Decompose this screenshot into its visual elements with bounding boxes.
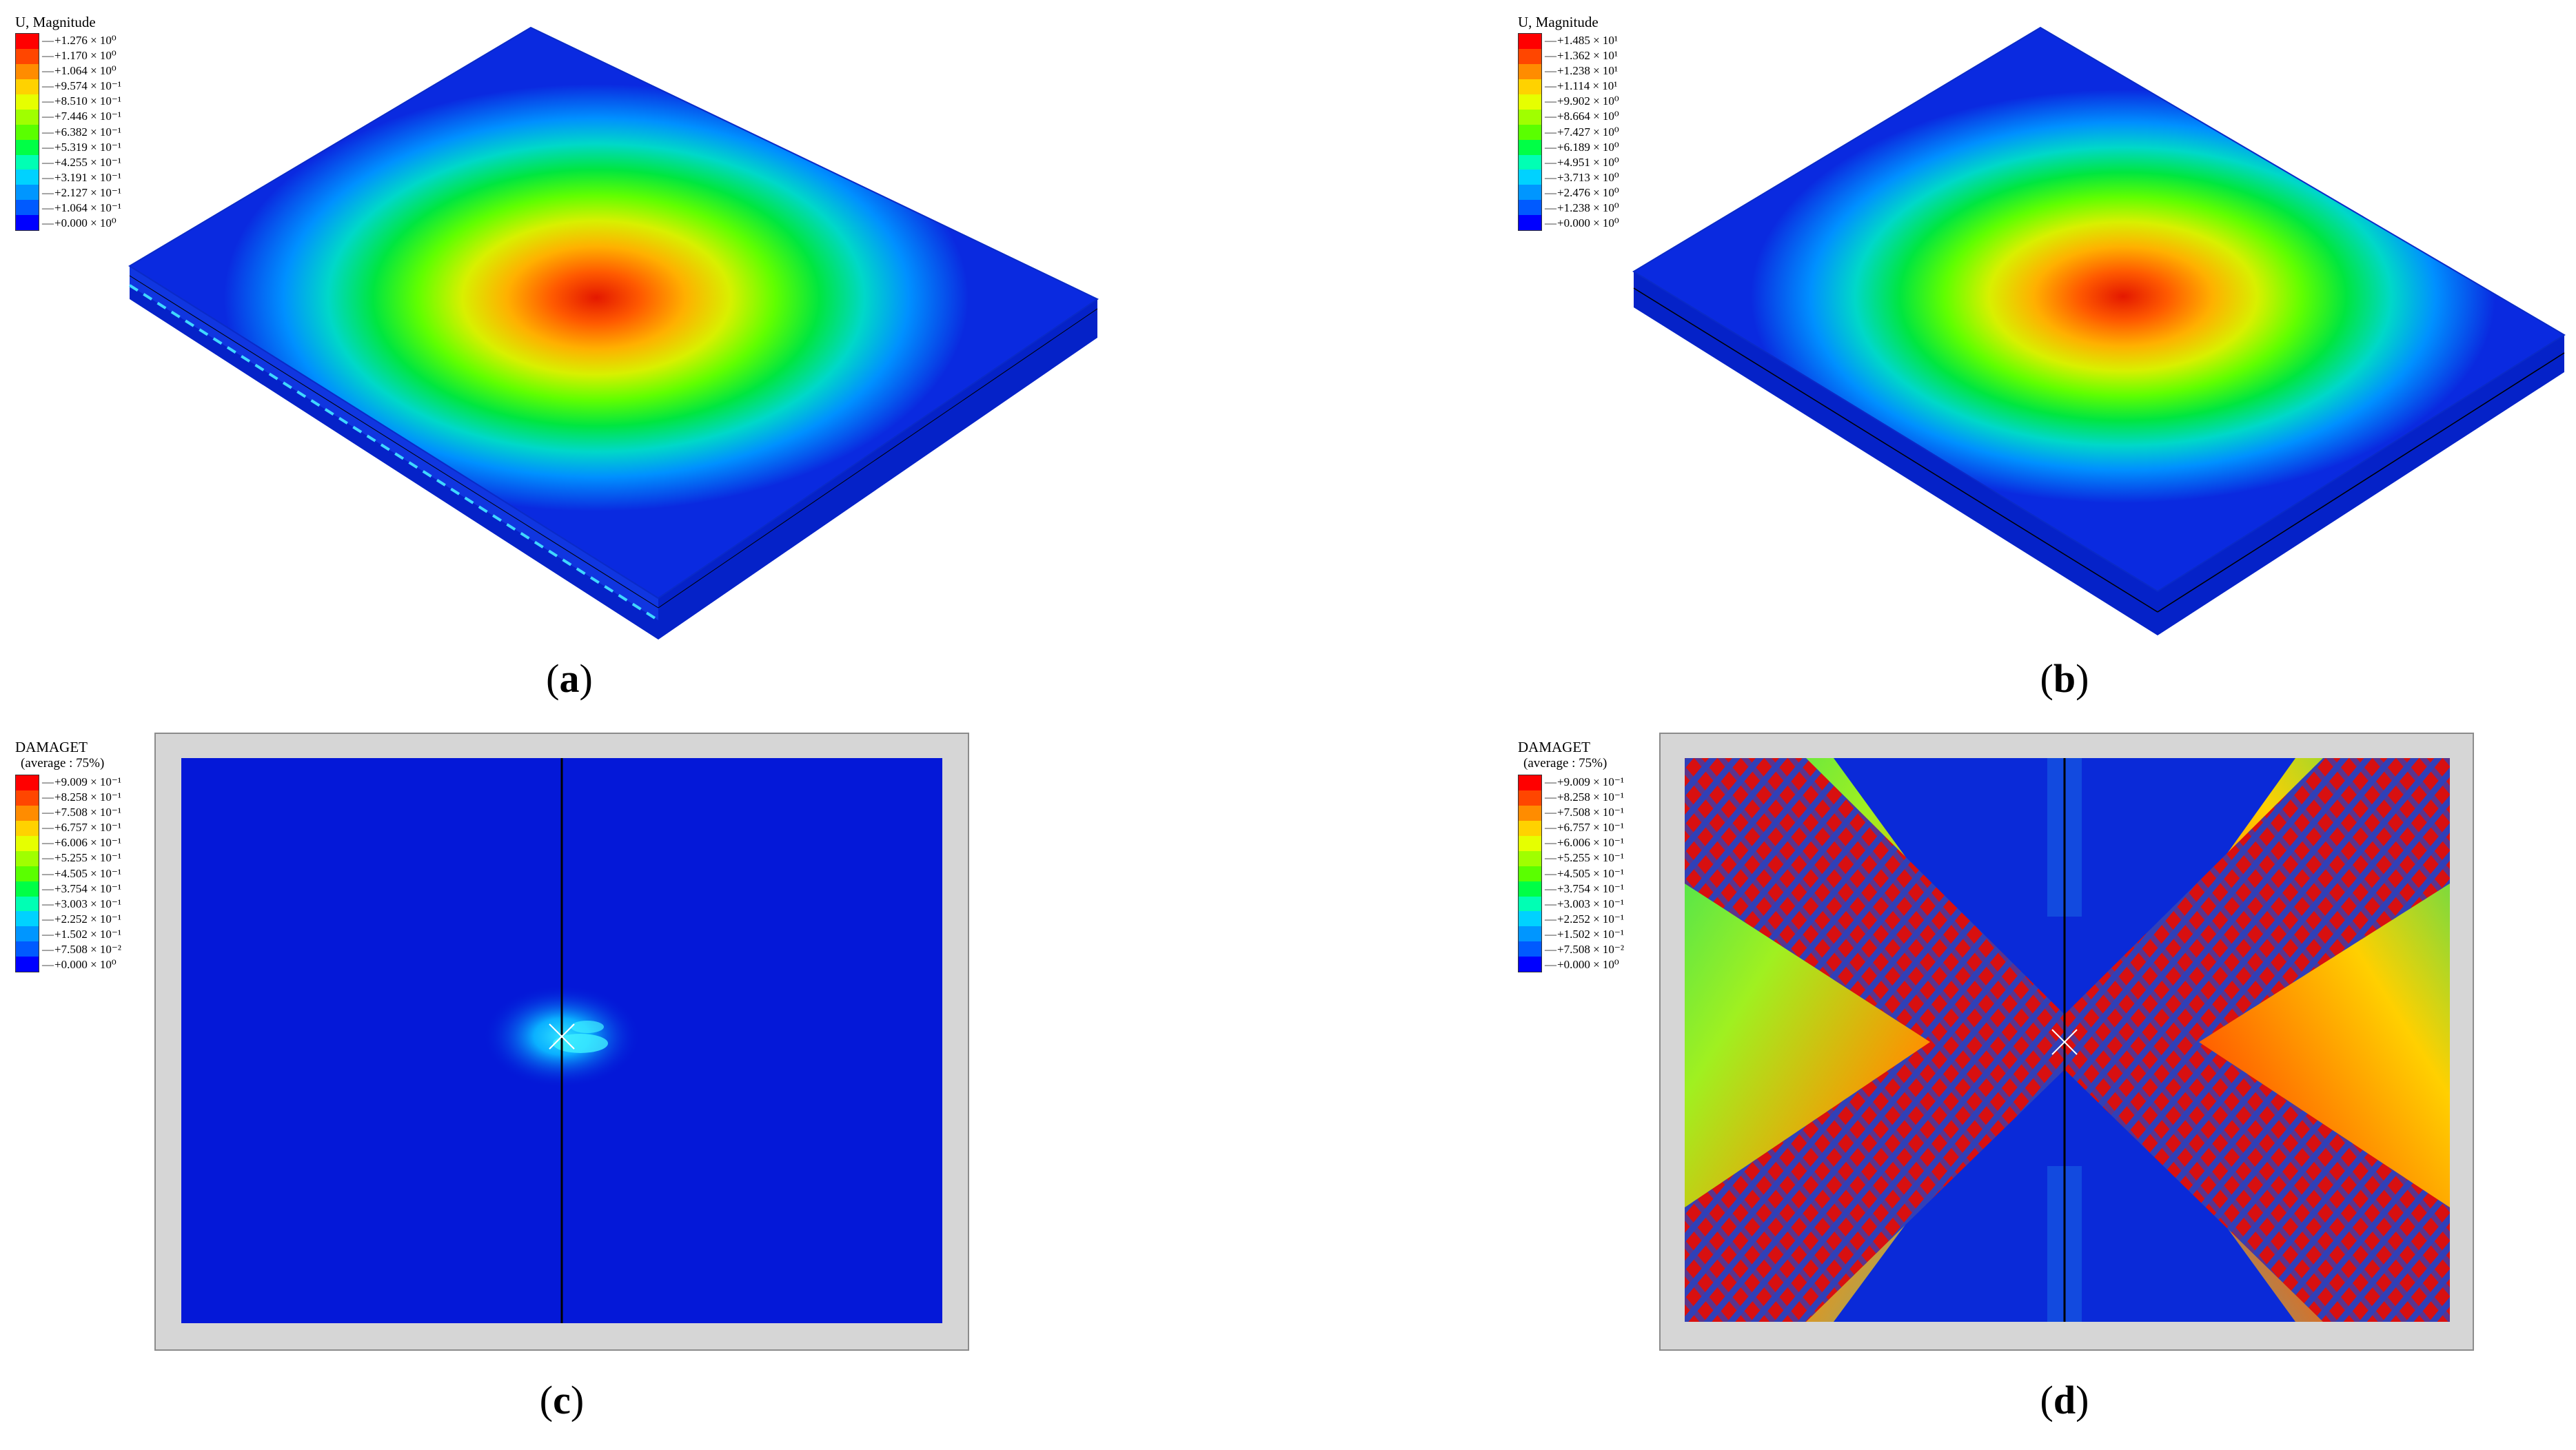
legend-value: +9.902 × 10⁰ xyxy=(1545,94,1619,109)
legend-color-bar xyxy=(1518,775,1542,973)
legend-value: +3.003 × 10⁻¹ xyxy=(42,897,121,912)
legend-value: +3.713 × 10⁰ xyxy=(1545,170,1619,185)
legend-subtitle: (average : 75%) xyxy=(21,756,105,770)
legend-value: +8.664 × 10⁰ xyxy=(1545,109,1619,124)
legend-value: +3.754 × 10⁻¹ xyxy=(42,881,121,897)
legend-title: U, Magnitude xyxy=(15,14,96,30)
legend-value: +6.189 × 10⁰ xyxy=(1545,140,1619,155)
legend-value: +2.476 × 10⁰ xyxy=(1545,185,1619,201)
panel-c: DAMAGET (average : 75%) +9.009 × 10⁻¹ +8… xyxy=(0,725,1289,1450)
caption-letter: c xyxy=(553,1378,571,1422)
legend-value: +6.382 × 10⁻¹ xyxy=(42,125,121,140)
legend-value: +0.000 × 10⁰ xyxy=(42,216,121,231)
legend-value: +7.508 × 10⁻¹ xyxy=(42,805,121,820)
legend-value: +1.502 × 10⁻¹ xyxy=(42,927,121,942)
legend-value: +5.255 × 10⁻¹ xyxy=(1545,850,1624,866)
legend-value: +7.508 × 10⁻² xyxy=(1545,942,1624,957)
legend-value: +3.191 × 10⁻¹ xyxy=(42,170,121,185)
legend-value: +4.505 × 10⁻¹ xyxy=(42,866,121,881)
legend-value: +4.255 × 10⁻¹ xyxy=(42,155,121,170)
caption-c: (c) xyxy=(539,1378,585,1422)
legend-value: +1.362 × 10¹ xyxy=(1545,48,1619,63)
legend-value: +0.000 × 10⁰ xyxy=(42,957,121,972)
legend-title: DAMAGET xyxy=(15,739,88,755)
legend-value: +1.502 × 10⁻¹ xyxy=(1545,927,1624,942)
legend-value: +4.505 × 10⁻¹ xyxy=(1545,866,1624,881)
legend-color-bar xyxy=(1518,33,1542,232)
caption-letter: a xyxy=(559,656,580,701)
legend-value: +3.754 × 10⁻¹ xyxy=(1545,881,1624,897)
plate-displacement-contour xyxy=(128,26,1099,640)
legend-color-bar xyxy=(15,775,39,973)
legend-value: +6.757 × 10⁻¹ xyxy=(1545,820,1624,835)
legend: U, Magnitude +1.276 × 10⁰ +1.170 × 10⁰ +… xyxy=(15,14,121,232)
legend-value: +9.574 × 10⁻¹ xyxy=(42,79,121,94)
legend-value: +5.255 × 10⁻¹ xyxy=(42,850,121,866)
legend-value: +0.000 × 10⁰ xyxy=(1545,216,1619,231)
caption-d: (d) xyxy=(2040,1378,2089,1422)
legend-value: +6.006 × 10⁻¹ xyxy=(1545,835,1624,850)
plate-displacement-contour xyxy=(1632,26,2566,635)
legend-value: +1.485 × 10¹ xyxy=(1545,33,1619,48)
legend-value: +2.252 × 10⁻¹ xyxy=(42,912,121,927)
legend-value: +1.238 × 10¹ xyxy=(1545,63,1619,79)
legend-subtitle: (average : 75%) xyxy=(1523,756,1608,770)
legend-value: +0.000 × 10⁰ xyxy=(1545,957,1624,972)
panel-d: DAMAGET (average : 75%) +9.009 × 10⁻¹ +8… xyxy=(1503,725,2576,1450)
legend-value: +1.114 × 10¹ xyxy=(1545,79,1619,94)
legend-value: +2.127 × 10⁻¹ xyxy=(42,185,121,201)
legend-value: +8.510 × 10⁻¹ xyxy=(42,94,121,109)
legend-value: +8.258 × 10⁻¹ xyxy=(1545,790,1624,805)
legend-value: +9.009 × 10⁻¹ xyxy=(1545,775,1624,790)
legend-value: +7.508 × 10⁻¹ xyxy=(1545,805,1624,820)
legend-value: +7.508 × 10⁻² xyxy=(42,942,121,957)
plate-damage-contour xyxy=(1659,733,2474,1351)
legend-value: +8.258 × 10⁻¹ xyxy=(42,790,121,805)
caption-a: (a) xyxy=(546,656,593,701)
legend-value: +3.003 × 10⁻¹ xyxy=(1545,897,1624,912)
caption-letter: b xyxy=(2053,656,2076,701)
legend-color-bar xyxy=(15,33,39,232)
legend-value: +9.009 × 10⁻¹ xyxy=(42,775,121,790)
legend-value: +6.006 × 10⁻¹ xyxy=(42,835,121,850)
panel-b: U, Magnitude +1.485 × 10¹ +1.362 × 10¹ +… xyxy=(1503,0,2576,725)
plate-damage-contour xyxy=(154,733,969,1351)
legend: U, Magnitude +1.485 × 10¹ +1.362 × 10¹ +… xyxy=(1518,14,1619,232)
panel-a: U, Magnitude +1.276 × 10⁰ +1.170 × 10⁰ +… xyxy=(0,0,1289,725)
legend-value: +7.446 × 10⁻¹ xyxy=(42,109,121,124)
caption-b: (b) xyxy=(2040,656,2089,701)
legend-value: +7.427 × 10⁰ xyxy=(1545,125,1619,140)
legend-title: U, Magnitude xyxy=(1518,14,1599,30)
legend-value: +1.064 × 10⁰ xyxy=(42,63,121,79)
legend-value: +1.170 × 10⁰ xyxy=(42,48,121,63)
legend-title: DAMAGET xyxy=(1518,739,1590,755)
legend-value: +1.238 × 10⁰ xyxy=(1545,201,1619,216)
legend-value: +2.252 × 10⁻¹ xyxy=(1545,912,1624,927)
legend-value: +4.951 × 10⁰ xyxy=(1545,155,1619,170)
caption-letter: d xyxy=(2053,1378,2076,1422)
legend: DAMAGET (average : 75%) +9.009 × 10⁻¹ +8… xyxy=(15,739,121,973)
legend-value: +1.276 × 10⁰ xyxy=(42,33,121,48)
legend: DAMAGET (average : 75%) +9.009 × 10⁻¹ +8… xyxy=(1518,739,1624,973)
legend-value: +6.757 × 10⁻¹ xyxy=(42,820,121,835)
legend-value: +5.319 × 10⁻¹ xyxy=(42,140,121,155)
legend-value: +1.064 × 10⁻¹ xyxy=(42,201,121,216)
